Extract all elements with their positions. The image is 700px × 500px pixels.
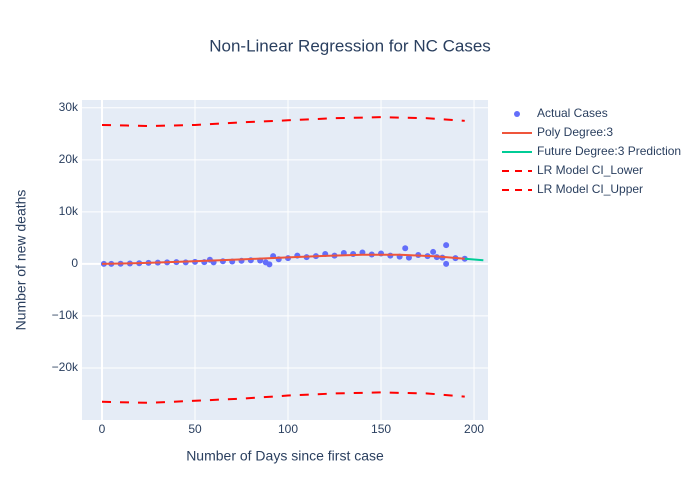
chart-title: Non-Linear Regression for NC Cases <box>209 36 491 55</box>
x-tick-label: 50 <box>188 422 202 436</box>
legend-label[interactable]: LR Model CI_Upper <box>537 182 643 196</box>
legend-marker <box>514 111 520 117</box>
series-line <box>101 116 465 128</box>
series-line <box>101 391 465 404</box>
y-tick-label: 10k <box>59 204 79 218</box>
legend-label[interactable]: Poly Degree:3 <box>537 125 613 139</box>
x-tick-label: 100 <box>278 422 298 436</box>
data-point <box>443 260 450 267</box>
legend-label[interactable]: LR Model CI_Lower <box>537 163 643 177</box>
x-tick-label: 150 <box>371 422 391 436</box>
data-point <box>402 245 409 252</box>
x-tick-label: 0 <box>99 422 106 436</box>
data-point <box>430 248 437 255</box>
y-tick-label: 30k <box>59 100 79 114</box>
legend-label[interactable]: Actual Cases <box>537 106 608 120</box>
series-line <box>464 257 484 262</box>
y-axis-title: Number of new deaths <box>13 190 29 331</box>
data-point <box>266 261 273 268</box>
legend-label[interactable]: Future Degree:3 Prediction <box>537 144 681 158</box>
y-tick-label: −10k <box>52 308 79 322</box>
x-tick-label: 200 <box>464 422 484 436</box>
x-axis-title: Number of Days since first case <box>186 448 384 464</box>
data-point <box>443 242 450 249</box>
y-tick-label: −20k <box>52 360 79 374</box>
series-line <box>101 253 465 265</box>
y-tick-label: 0 <box>71 256 78 270</box>
y-tick-label: 20k <box>59 152 79 166</box>
plot-area <box>82 100 488 420</box>
